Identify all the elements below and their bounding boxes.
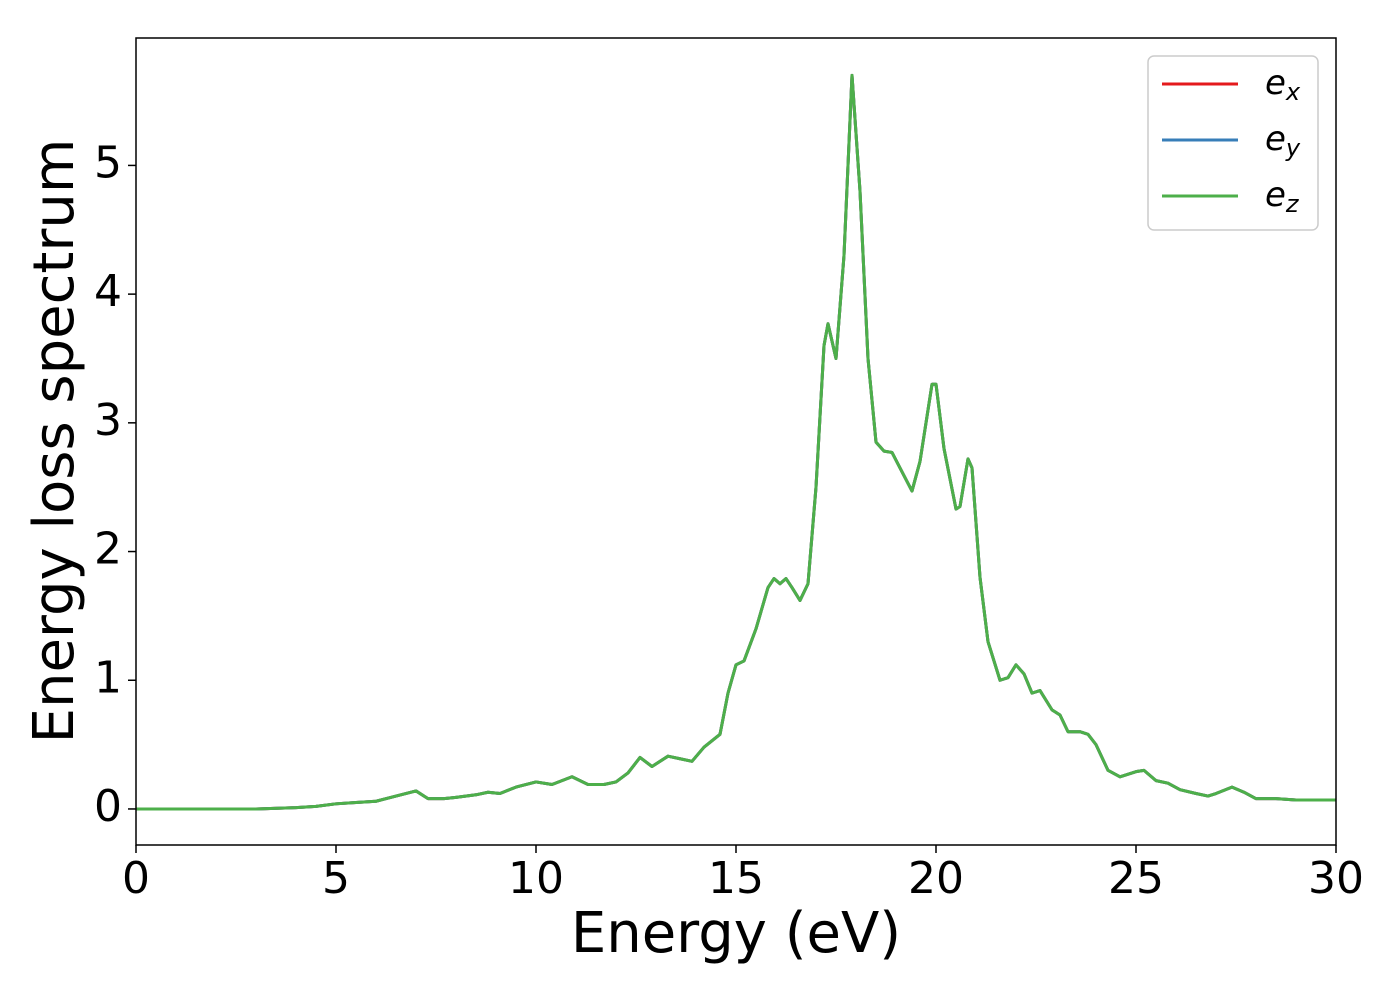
y-tick-label: 2 (94, 524, 122, 575)
legend-box (1147, 55, 1319, 231)
y-tick-label: 4 (94, 266, 122, 317)
x-tick-label: 5 (322, 853, 350, 904)
series-line (136, 73, 1336, 811)
legend-label: ex (1265, 63, 1301, 107)
x-tick-label: 25 (1108, 853, 1164, 904)
legend-label: ez (1265, 175, 1300, 219)
y-tick-label: 0 (94, 781, 122, 832)
y-tick-label: 3 (94, 395, 122, 446)
x-tick-label: 15 (708, 853, 764, 904)
y-tick-label: 5 (94, 137, 122, 188)
y-axis-label: Energy loss spectrum (22, 139, 87, 744)
plot-frame (135, 37, 1337, 846)
x-tick-label: 20 (908, 853, 964, 904)
x-tick-label: 0 (122, 853, 150, 904)
x-tick-label: 30 (1308, 853, 1364, 904)
x-tick-label: 10 (508, 853, 564, 904)
x-axis-label: Energy (eV) (571, 901, 901, 966)
legend: ex ey ez (1147, 55, 1319, 231)
legend-label: ey (1265, 119, 1301, 163)
y-tick-label: 1 (94, 652, 122, 703)
